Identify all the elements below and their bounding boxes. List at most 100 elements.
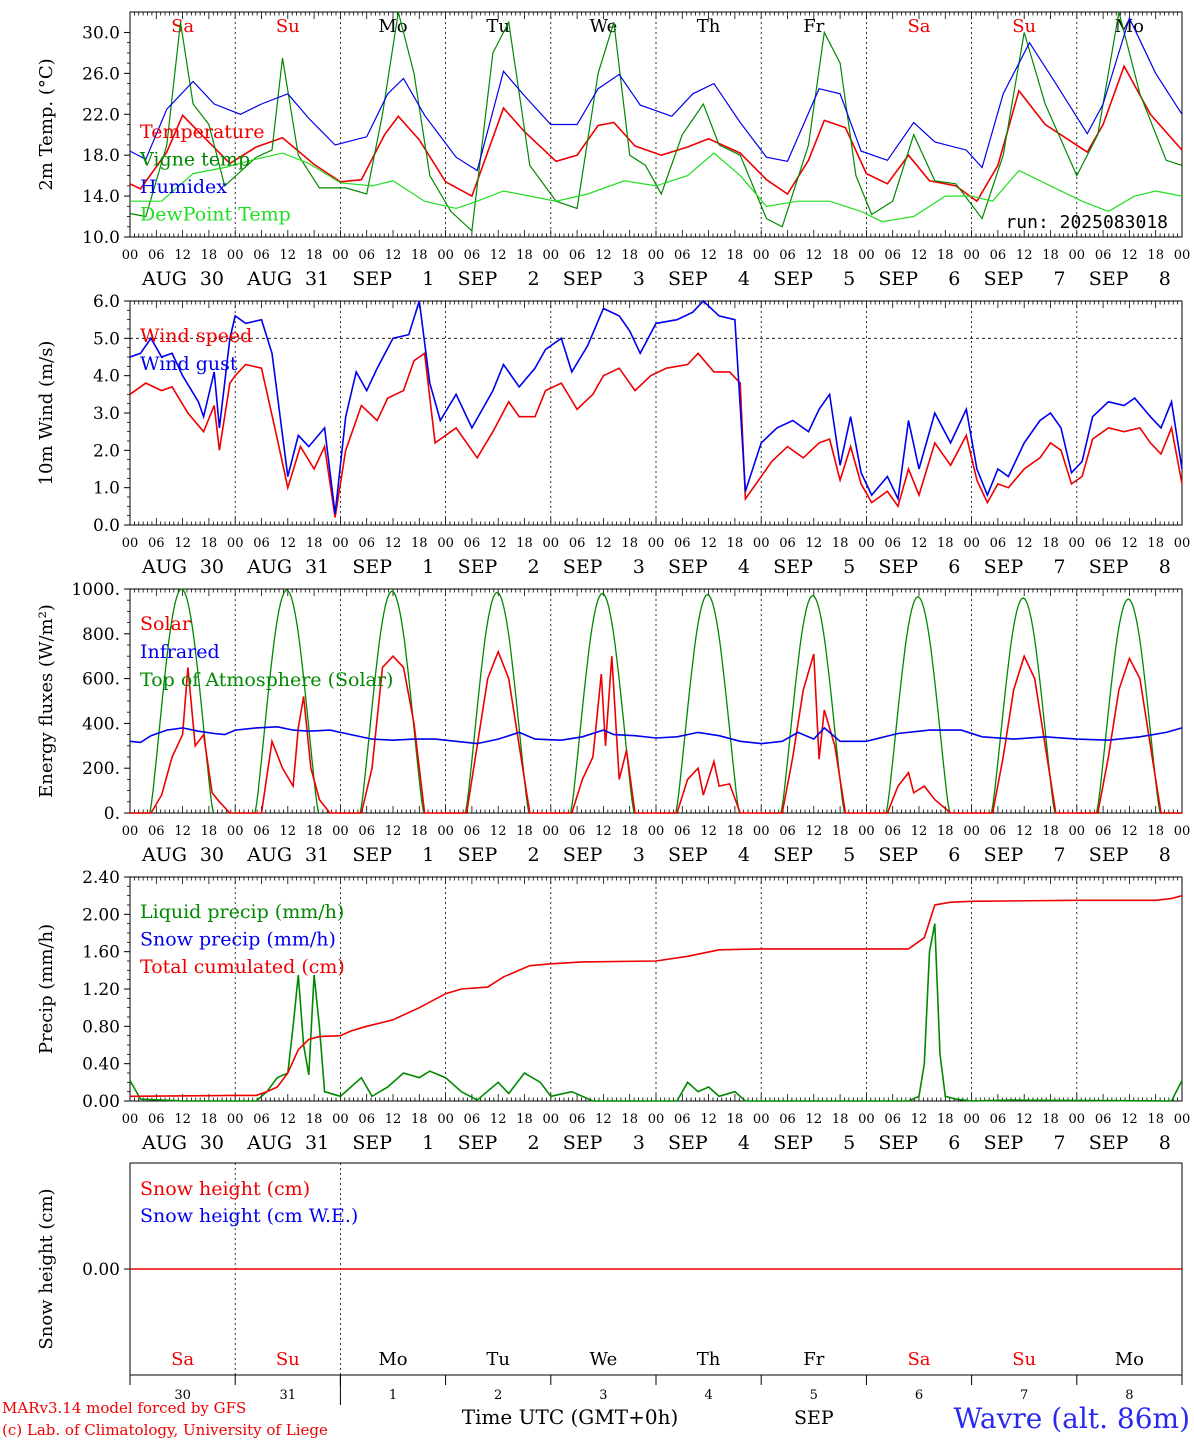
weekday-label: Sa [171, 16, 194, 37]
series-wind-speed [129, 351, 1183, 518]
hour-tick-label: 00 [858, 536, 875, 551]
hour-tick-label: 18 [1042, 536, 1059, 551]
y-axis-title: Energy fluxes (W/m²) [36, 604, 57, 798]
hour-tick-label: 06 [464, 824, 481, 839]
x-axis-title: Time UTC (GMT+0h) [462, 1405, 679, 1429]
hour-tick-label: 06 [148, 248, 165, 263]
y-tick-label: 14.0 [82, 187, 120, 207]
hour-tick-label: 12 [174, 824, 191, 839]
y-axis-title: Precip (mm/h) [36, 924, 57, 1054]
day-axis-day: 4 [738, 844, 750, 866]
run-annotation: run: 2025083018 [1005, 212, 1168, 233]
hour-tick-label: 12 [1016, 536, 1033, 551]
hour-tick-label: 18 [411, 248, 428, 263]
day-axis-day: 5 [843, 556, 855, 578]
series-infrared [129, 725, 1183, 745]
day-axis-day: 31 [305, 268, 329, 290]
hour-tick-label: 18 [201, 824, 218, 839]
day-axis-month: SEP [563, 1132, 603, 1154]
hour-tick-label: 06 [358, 824, 375, 839]
day-axis-month: SEP [773, 1132, 813, 1154]
legend-entry: Solar [140, 613, 192, 635]
day-axis-month: AUG [246, 844, 292, 866]
day-axis-month: SEP [458, 1132, 498, 1154]
hour-tick-label: 18 [306, 248, 323, 263]
hour-tick-label: 00 [227, 536, 244, 551]
day-axis-day: 3 [633, 556, 645, 578]
day-axis-month: SEP [1089, 1132, 1129, 1154]
hour-tick-label: 06 [148, 536, 165, 551]
day-axis-month: AUG [246, 556, 292, 578]
day-number-label: 30 [174, 1388, 191, 1403]
hour-tick-label: 12 [911, 1112, 928, 1127]
weekday-label: Sa [907, 1349, 930, 1370]
hour-tick-label: 00 [227, 248, 244, 263]
hour-tick-label: 12 [490, 1112, 507, 1127]
day-axis-month: SEP [773, 556, 813, 578]
day-number-label: 2 [494, 1388, 502, 1403]
legend-entry: Humidex [140, 176, 227, 198]
toa-solar-line [464, 591, 530, 814]
day-axis-month: SEP [563, 268, 603, 290]
hour-tick-label: 12 [385, 1112, 402, 1127]
toa-solar-line [254, 589, 320, 814]
hour-tick-label: 12 [490, 536, 507, 551]
hour-tick-label: 06 [990, 824, 1007, 839]
hour-tick-label: 06 [884, 1112, 901, 1127]
panel-3: 0. 200. 400. 600. 800. 1000. Energy fluxes (W/… [36, 580, 1190, 866]
hour-tick-label: 06 [253, 1112, 270, 1127]
hour-tick-label: 00 [648, 248, 665, 263]
hour-tick-label: 18 [411, 1112, 428, 1127]
hour-tick-label: 12 [806, 1112, 823, 1127]
hour-tick-label: 12 [700, 1112, 717, 1127]
hour-tick-label: 06 [779, 536, 796, 551]
y-tick-label: 1.20 [82, 980, 120, 1000]
hour-tick-label: 06 [990, 536, 1007, 551]
day-axis-day: 30 [200, 268, 224, 290]
hour-tick-label: 18 [516, 536, 533, 551]
day-axis-day: 4 [738, 556, 750, 578]
weekday-label: Su [276, 1349, 300, 1370]
legend-entry: DewPoint Temp [140, 204, 291, 226]
day-axis-month: SEP [878, 556, 918, 578]
legend-entry: Wind gust [140, 353, 238, 375]
hour-tick-label: 18 [516, 1112, 533, 1127]
day-axis-month: SEP [984, 844, 1024, 866]
y-tick-label: 0. [104, 804, 120, 824]
y-tick-label: 1000. [71, 580, 120, 600]
weekday-label: Su [1012, 16, 1036, 37]
hour-tick-label: 00 [122, 1112, 139, 1127]
day-axis-month: SEP [1089, 556, 1129, 578]
hour-tick-label: 00 [963, 1112, 980, 1127]
toa-solar-line [885, 596, 951, 814]
legend-entry: Vigne temp [139, 149, 250, 171]
hour-tick-label: 18 [201, 248, 218, 263]
hour-tick-label: 00 [1069, 536, 1086, 551]
legend-entry: Wind speed [140, 325, 252, 347]
weekday-label: Mo [378, 16, 407, 37]
hour-tick-label: 06 [779, 1112, 796, 1127]
hour-tick-label: 06 [990, 1112, 1007, 1127]
hour-tick-label: 00 [963, 536, 980, 551]
hour-tick-label: 06 [1095, 824, 1112, 839]
weekday-label: Mo [1115, 16, 1144, 37]
weekday-label: Sa [907, 16, 930, 37]
hour-tick-label: 12 [700, 536, 717, 551]
hour-tick-label: 18 [832, 824, 849, 839]
hour-tick-label: 00 [963, 248, 980, 263]
legend-entry: Snow height (cm) [140, 1178, 310, 1200]
day-axis-day: 6 [948, 268, 960, 290]
hour-tick-label: 12 [174, 1112, 191, 1127]
y-tick-label: 800. [82, 625, 120, 645]
hour-tick-label: 00 [543, 248, 560, 263]
day-axis-day: 6 [948, 556, 960, 578]
day-axis-day: 7 [1054, 844, 1066, 866]
hour-tick-label: 06 [1095, 536, 1112, 551]
day-axis-day: 3 [633, 844, 645, 866]
panel-1: 10.0 14.0 18.0 22.0 26.0 30.0 2m Temp. (°C) Sa S… [36, 11, 1190, 290]
weekday-label: Tu [486, 1349, 510, 1370]
day-axis-month: SEP [352, 556, 392, 578]
y-tick-label: 0.40 [82, 1055, 120, 1075]
hour-tick-label: 06 [253, 536, 270, 551]
